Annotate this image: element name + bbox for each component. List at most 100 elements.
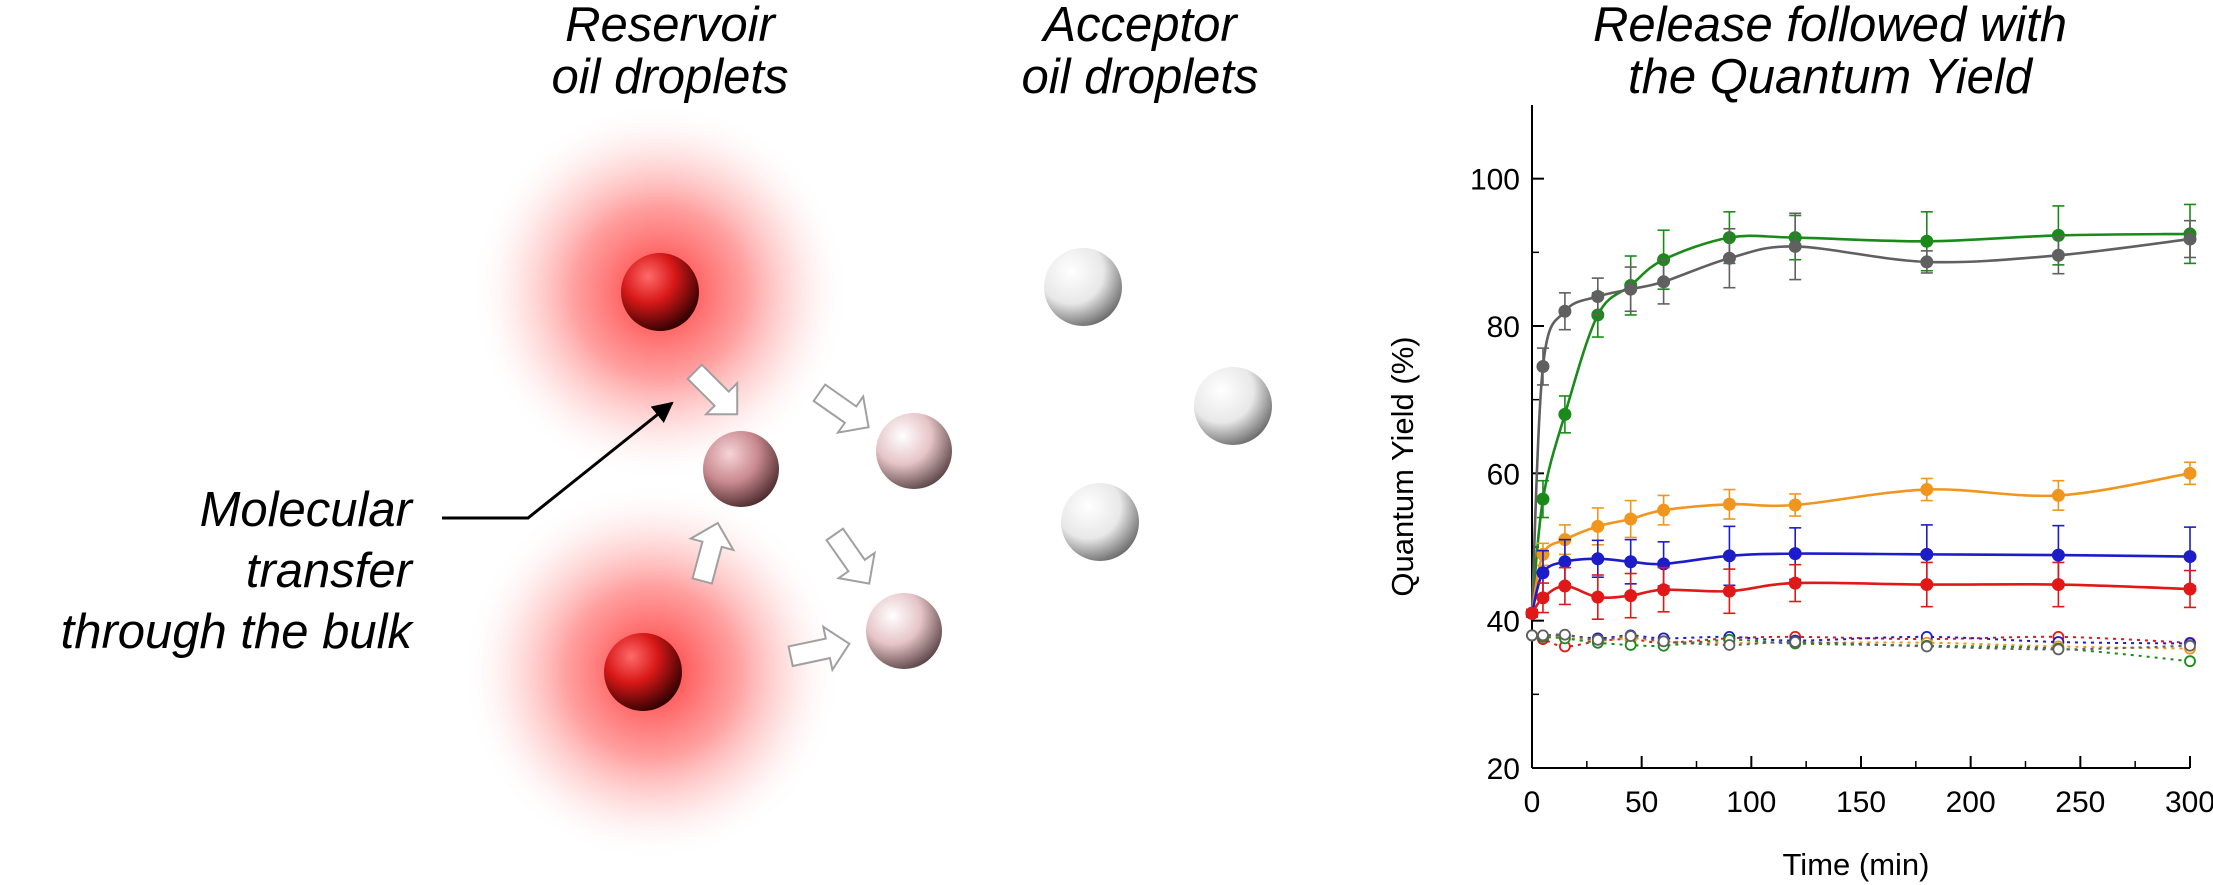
x-tick-label: 300 bbox=[2165, 786, 2213, 819]
heading-reservoir: Reservoir oil droplets bbox=[520, 0, 820, 103]
data-point bbox=[1558, 407, 1572, 421]
series-line bbox=[1530, 232, 2191, 614]
heading-acceptor-line-2: oil droplets bbox=[1021, 50, 1259, 104]
data-point bbox=[1537, 629, 1549, 642]
x-tick-label: 200 bbox=[1946, 786, 1996, 819]
data-point bbox=[1788, 547, 1802, 561]
data-point bbox=[1591, 590, 1605, 604]
data-point bbox=[1624, 512, 1638, 526]
transfer-arrows bbox=[686, 363, 877, 673]
y-tick-label: 20 bbox=[1487, 753, 1520, 786]
acceptor-droplet-2 bbox=[1194, 367, 1272, 445]
y-axis-label: Quantum Yield (%) bbox=[1385, 336, 1420, 596]
y-tick-label: 60 bbox=[1487, 458, 1520, 491]
data-point bbox=[1591, 290, 1605, 304]
data-point bbox=[2184, 655, 2196, 668]
data-point bbox=[2051, 248, 2065, 262]
series-9 bbox=[1526, 628, 2196, 656]
heading-acceptor: Acceptor oil droplets bbox=[990, 0, 1290, 103]
data-point bbox=[1920, 255, 1934, 269]
y-tick-label: 100 bbox=[1470, 164, 1520, 197]
heading-release-line-2: the Quantum Yield bbox=[1627, 50, 2033, 104]
data-point bbox=[1536, 492, 1550, 506]
heading-release: Release followed with the Quantum Yield bbox=[1560, 0, 2100, 103]
data-point bbox=[2183, 582, 2197, 596]
molecular-transfer-caption: Molecular transfer through the bulk bbox=[0, 480, 412, 663]
series-line bbox=[1530, 237, 2191, 614]
quantum-yield-chart: 20 40 60 80 100 0 50 100 150 200 250 300 Time (min) Q… bbox=[1385, 105, 2213, 882]
transfer-arrow-right bbox=[787, 624, 851, 673]
data-point bbox=[1722, 549, 1736, 563]
heading-reservoir-line-2: oil droplets bbox=[551, 50, 789, 104]
data-point bbox=[2051, 578, 2065, 592]
series-3 bbox=[1525, 524, 2197, 620]
data-point bbox=[1591, 552, 1605, 566]
data-point bbox=[1536, 591, 1550, 605]
data-point bbox=[1920, 640, 1933, 653]
data-point bbox=[1525, 606, 1539, 620]
data-point bbox=[1558, 579, 1572, 593]
transfer-arrow-up bbox=[688, 521, 736, 585]
heading-reservoir-line-1: Reservoir bbox=[565, 0, 775, 52]
data-point bbox=[2052, 643, 2065, 656]
data-point bbox=[2183, 232, 2197, 246]
data-point bbox=[1920, 483, 1934, 497]
data-point bbox=[2051, 488, 2065, 502]
data-point bbox=[1624, 589, 1638, 603]
heading-acceptor-line-1: Acceptor bbox=[1043, 0, 1237, 52]
data-point bbox=[1920, 578, 1934, 592]
data-point bbox=[1722, 497, 1736, 511]
data-point bbox=[1788, 239, 1802, 253]
transfer-arrow-down-right-2 bbox=[812, 383, 870, 435]
series-4 bbox=[1525, 561, 2197, 620]
x-tick-label: 250 bbox=[2055, 786, 2105, 819]
reservoir-droplet-top bbox=[621, 253, 699, 331]
data-point bbox=[1788, 576, 1802, 590]
data-point bbox=[1788, 498, 1802, 512]
data-point bbox=[1558, 304, 1572, 318]
x-tick-label: 150 bbox=[1836, 786, 1886, 819]
data-point bbox=[1657, 503, 1671, 517]
data-point bbox=[1591, 633, 1604, 646]
data-point bbox=[1920, 547, 1934, 561]
x-tick-label: 50 bbox=[1625, 786, 1658, 819]
caption-line-3: through the bulk bbox=[60, 605, 412, 659]
chart-series bbox=[1525, 203, 2197, 668]
data-point bbox=[1558, 555, 1572, 569]
data-point bbox=[1624, 555, 1638, 569]
data-point bbox=[1657, 635, 1670, 648]
y-tick-label: 40 bbox=[1487, 606, 1520, 639]
transit-droplet-upper bbox=[876, 413, 952, 489]
data-point bbox=[1722, 584, 1736, 598]
series-0 bbox=[1525, 203, 2197, 620]
data-point bbox=[2183, 550, 2197, 564]
data-point bbox=[1920, 234, 1934, 248]
acceptor-droplet-3 bbox=[1061, 483, 1139, 561]
data-point bbox=[1789, 636, 1802, 648]
data-point bbox=[1723, 639, 1736, 651]
data-point bbox=[1657, 583, 1671, 597]
data-point bbox=[1591, 519, 1605, 533]
data-point bbox=[2051, 548, 2065, 562]
data-point bbox=[1624, 282, 1638, 296]
data-point bbox=[1624, 630, 1637, 643]
transit-droplet-lower bbox=[866, 593, 942, 669]
caption-line-2: transfer bbox=[245, 544, 412, 598]
x-axis-label: Time (min) bbox=[1783, 847, 1930, 882]
heading-release-line-1: Release followed with bbox=[1593, 0, 2067, 52]
transfer-arrow-down-right-1 bbox=[686, 363, 739, 416]
reservoir-droplet-bottom bbox=[604, 633, 682, 711]
x-tick-label: 100 bbox=[1726, 786, 1776, 819]
transfer-arrow-down-right-3 bbox=[825, 527, 877, 585]
data-point bbox=[1536, 566, 1550, 580]
chart-axes: 20 40 60 80 100 0 50 100 150 200 250 300 Time (min) Q… bbox=[1385, 105, 2213, 882]
data-point bbox=[1657, 275, 1671, 289]
data-point bbox=[2184, 639, 2196, 652]
data-point bbox=[1722, 251, 1736, 265]
caption-line-1: Molecular bbox=[199, 483, 412, 537]
data-point bbox=[1559, 628, 1571, 641]
transit-droplet-center bbox=[703, 431, 779, 507]
data-point bbox=[2183, 466, 2197, 480]
data-point bbox=[1526, 629, 1538, 642]
